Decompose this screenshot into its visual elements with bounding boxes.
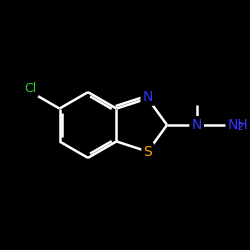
Text: 2: 2 [236, 122, 244, 132]
Text: N: N [142, 90, 153, 104]
Text: Cl: Cl [24, 82, 36, 94]
Text: S: S [143, 144, 152, 158]
Text: N: N [192, 118, 202, 132]
Text: NH: NH [227, 118, 248, 132]
